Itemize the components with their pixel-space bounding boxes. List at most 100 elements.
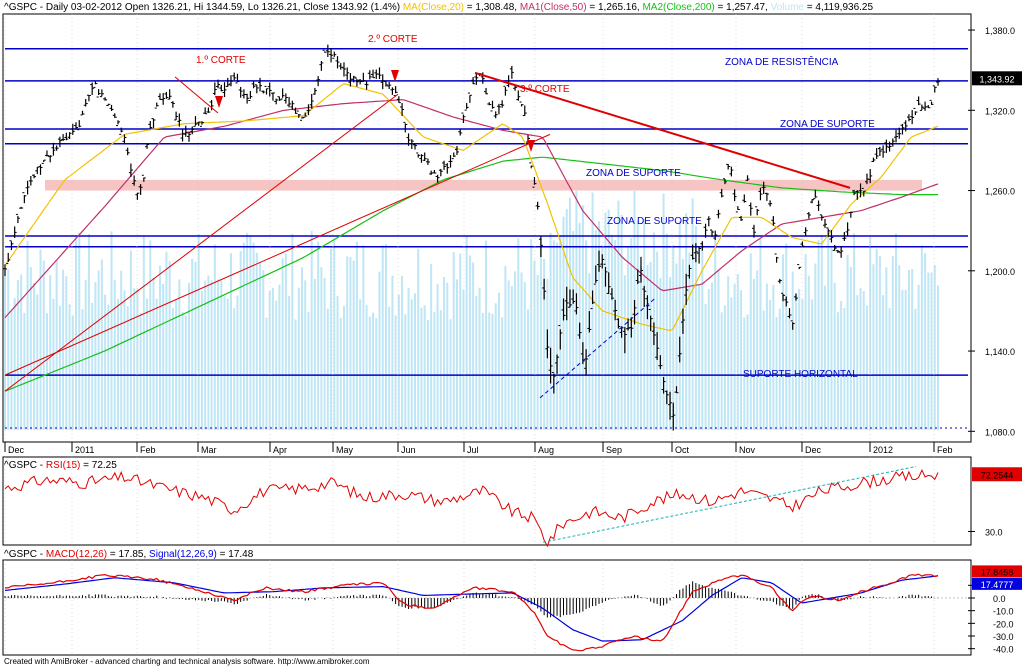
volume-bar xyxy=(698,284,701,430)
volume-bar xyxy=(911,268,914,430)
volume-bar xyxy=(26,240,29,430)
volume-bar xyxy=(339,317,342,430)
volume-bar xyxy=(778,308,781,430)
volume-bar xyxy=(391,275,394,430)
rsi-trendline xyxy=(542,465,917,543)
volume-bar xyxy=(443,276,446,430)
volume-bar xyxy=(410,299,413,430)
volume-bar xyxy=(901,289,904,430)
volume-bar xyxy=(20,274,23,430)
volume-bar xyxy=(94,282,97,430)
annotation-resistance-zone: ZONA DE RESISTÊNCIA xyxy=(725,55,839,68)
price-axis-label: 1,260.0 xyxy=(985,187,1015,197)
volume-bar xyxy=(694,226,697,430)
volume-bar xyxy=(904,289,907,430)
price-axis-label: 1,140.0 xyxy=(985,347,1015,357)
macd-axis-label: 0.0 xyxy=(993,594,1006,604)
volume-bar xyxy=(372,312,375,430)
volume-bar xyxy=(104,294,107,430)
macd-last-label: 17.8458 xyxy=(981,567,1014,577)
volume-bar xyxy=(346,256,349,430)
volume-bar xyxy=(543,258,546,430)
dashed-uptrend-line xyxy=(539,297,657,399)
volume-bar xyxy=(397,294,400,430)
volume-bar xyxy=(33,283,36,430)
volume-bar xyxy=(869,237,872,430)
volume-bar xyxy=(617,200,620,430)
volume-bar xyxy=(207,275,210,430)
volume-bar xyxy=(242,242,245,430)
volume-bar xyxy=(594,230,597,430)
volume-bar xyxy=(591,192,594,430)
volume-bar xyxy=(907,269,910,430)
volume-bar xyxy=(807,275,810,430)
volume-bar xyxy=(895,233,898,430)
volume-bar xyxy=(601,244,604,430)
volume-bar xyxy=(423,305,426,430)
price-axis-label: 1,200.0 xyxy=(985,267,1015,277)
volume-bar xyxy=(171,307,174,430)
volume-bar xyxy=(13,298,16,430)
volume-bar xyxy=(688,252,691,430)
volume-bar xyxy=(549,232,552,430)
volume-bar xyxy=(378,271,381,430)
volume-bar xyxy=(181,311,184,430)
volume-bar xyxy=(200,290,203,430)
volume-bar xyxy=(155,298,158,430)
volume-bar xyxy=(475,295,478,430)
volume-bar xyxy=(317,241,320,430)
volume-bar xyxy=(246,232,249,430)
volume-bar xyxy=(733,283,736,430)
volume-bar xyxy=(872,264,875,430)
volume-bar xyxy=(45,313,48,430)
volume-bar xyxy=(662,193,665,430)
volume-bar xyxy=(158,265,161,430)
volume-bar xyxy=(627,246,630,430)
volume-bar xyxy=(536,275,539,430)
volume-bar xyxy=(455,279,458,430)
macd-header-value: = 17.85, xyxy=(107,549,149,560)
date-axis-label: Oct xyxy=(675,445,690,455)
volume-bar xyxy=(407,287,410,430)
volume-bar xyxy=(782,254,785,430)
volume-bar xyxy=(830,247,833,430)
volume-bar xyxy=(275,300,278,430)
volume-bar xyxy=(785,243,788,430)
volume-bar xyxy=(404,314,407,430)
volume-bar xyxy=(394,315,397,430)
trendline-rising-1 xyxy=(4,93,399,392)
volume-bar xyxy=(459,253,462,430)
volume-bar xyxy=(501,317,504,430)
volume-bar xyxy=(468,255,471,430)
volume-bar xyxy=(271,287,274,430)
macd-last-box xyxy=(972,565,1022,578)
volume-bar xyxy=(669,276,672,430)
annotation-horizontal-support: SUPORTE HORIZONTAL xyxy=(743,369,858,380)
volume-bar xyxy=(71,315,74,430)
volume-bar xyxy=(707,289,710,430)
volume-bar xyxy=(588,273,591,430)
volume-bar xyxy=(675,263,678,430)
volume-bar xyxy=(920,245,923,430)
arrow-corte-3-icon xyxy=(527,140,535,152)
volume-bar xyxy=(29,266,32,430)
support-zone-band xyxy=(45,179,922,191)
volume-bar xyxy=(320,267,323,430)
volume-bar xyxy=(252,242,255,430)
volume-bar xyxy=(646,264,649,430)
volume-bar xyxy=(307,311,310,430)
volume-bar xyxy=(472,262,475,430)
date-axis-label: Apr xyxy=(273,445,287,455)
macd-header: ^GSPC - MACD(12,26) = 17.85, Signal(12,2… xyxy=(4,549,254,560)
annotation-support-zone-1: ZONA DE SUPORTE xyxy=(780,119,875,130)
volume-bar xyxy=(384,244,387,430)
volume-bar xyxy=(927,272,930,430)
volume-bar xyxy=(491,313,494,430)
volume-bar xyxy=(772,284,775,430)
volume-bar xyxy=(720,312,723,430)
volume-bar xyxy=(52,298,55,430)
volume-bar xyxy=(530,239,533,430)
volume-bar xyxy=(333,239,336,430)
rsi-last-box xyxy=(972,467,1022,482)
header-ma20-value: = 1,308.48, xyxy=(464,2,517,13)
